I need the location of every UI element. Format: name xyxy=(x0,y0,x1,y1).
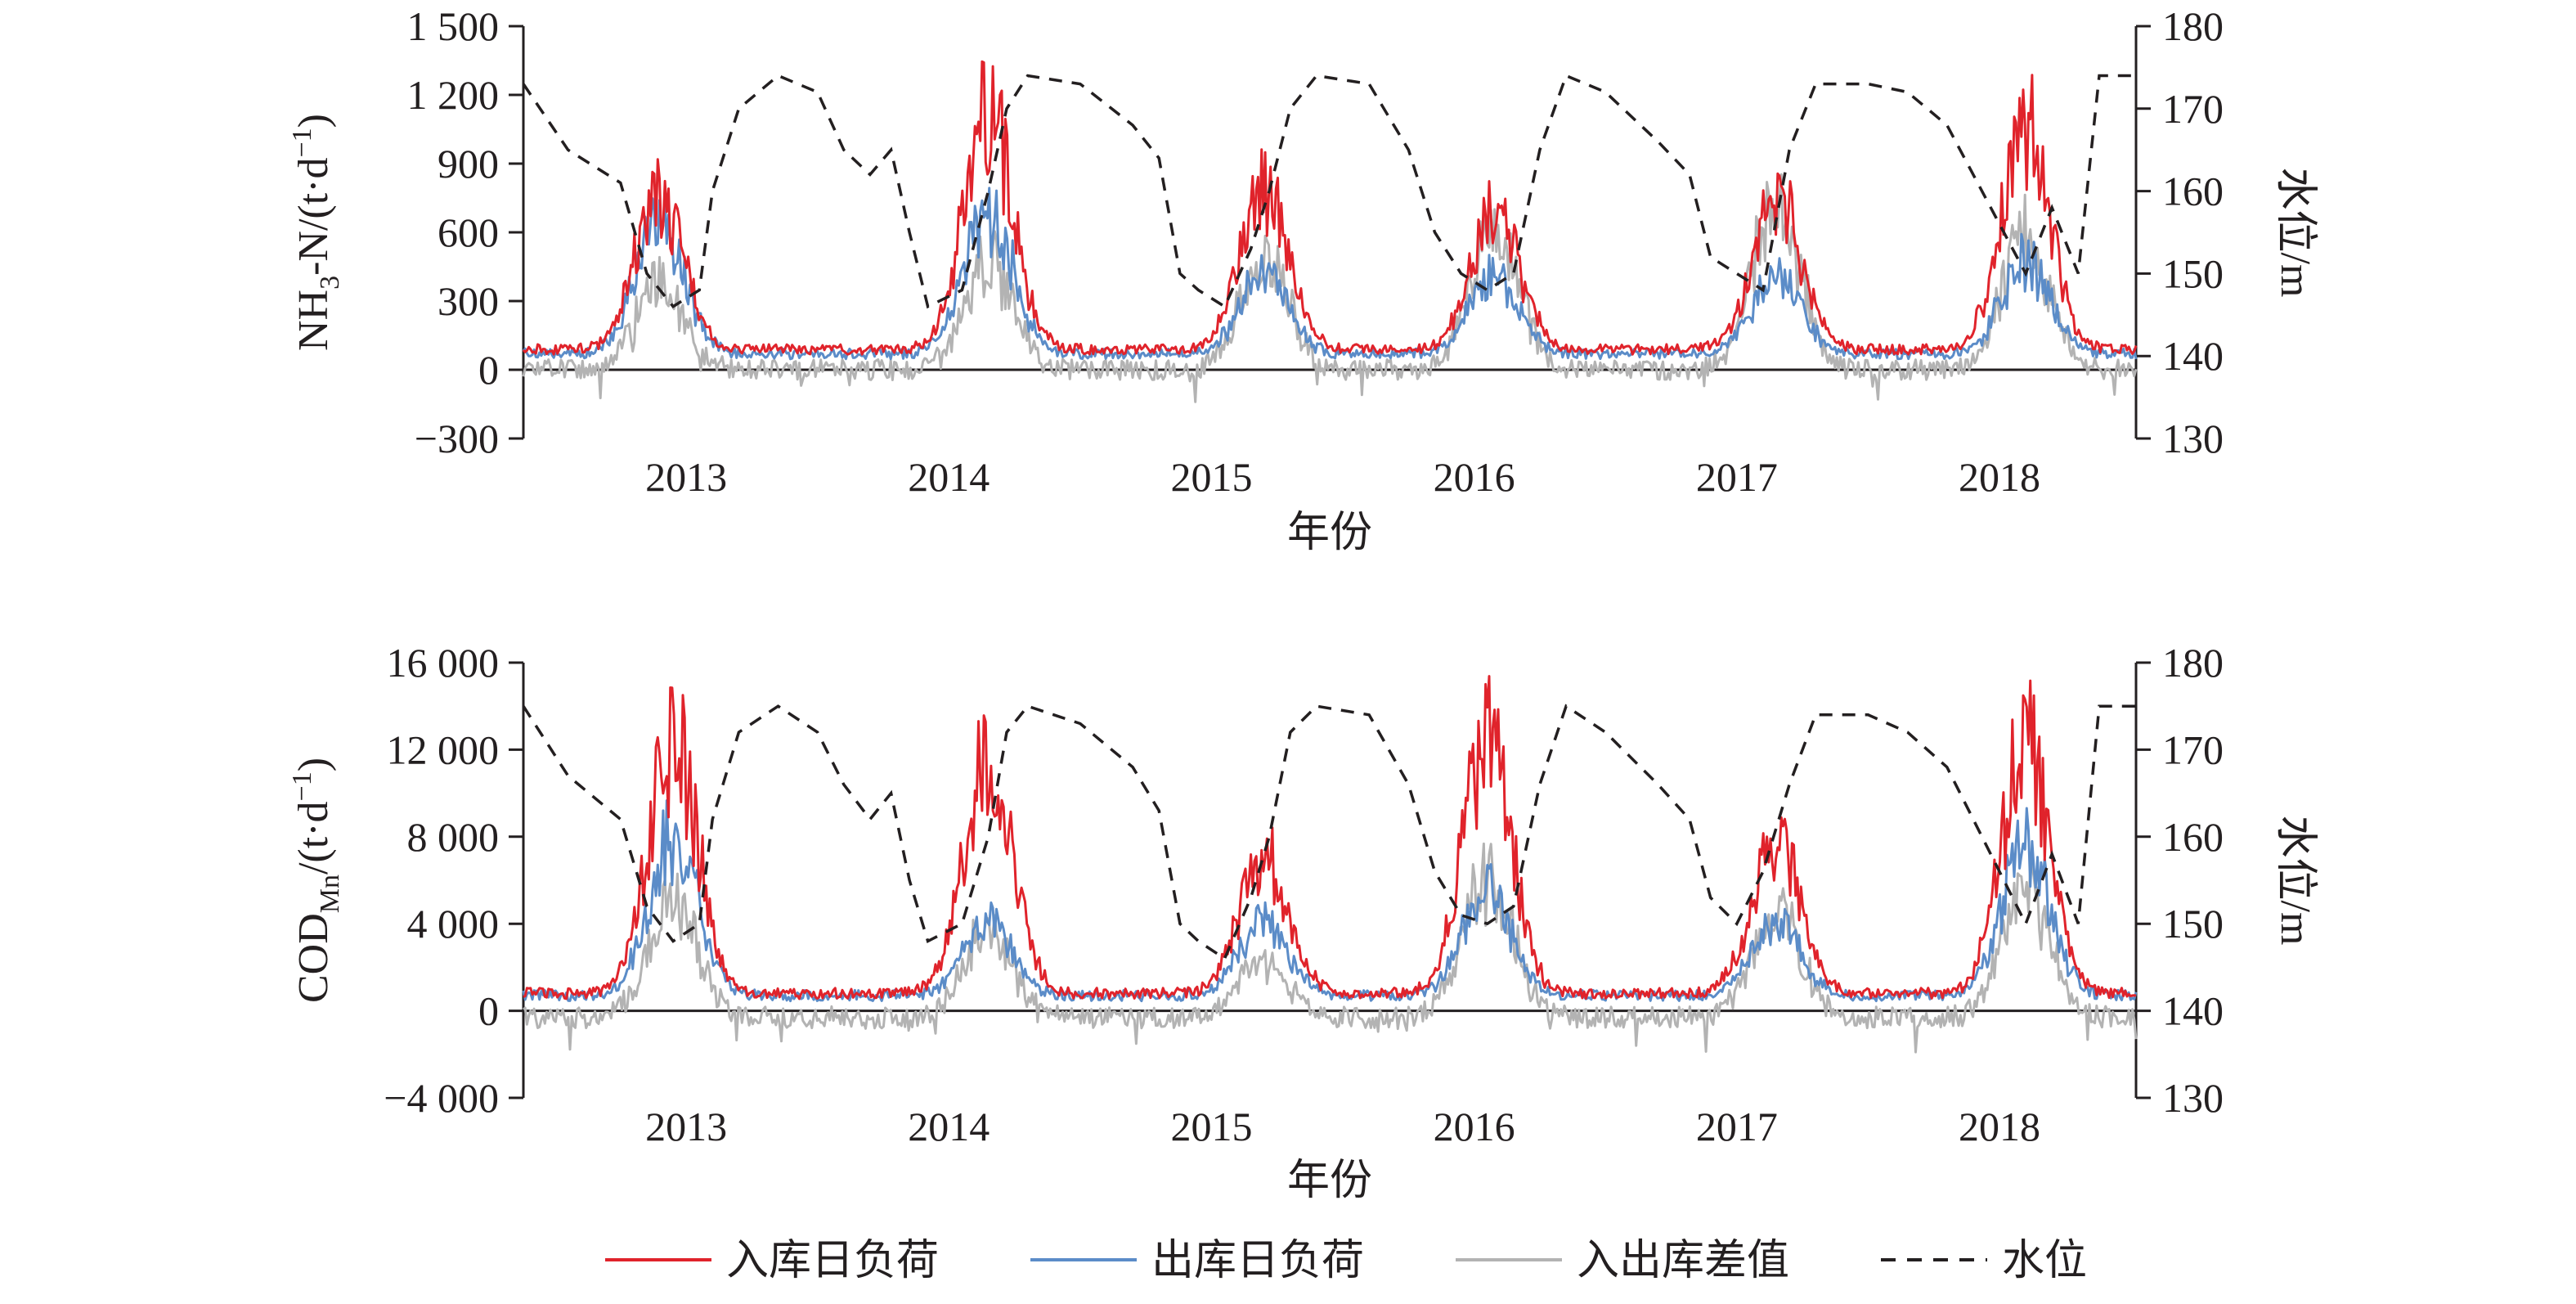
y2-tick-label: 140 xyxy=(2162,988,2224,1034)
series-outflow-line xyxy=(522,799,2138,1003)
y-tick-label: −4 000 xyxy=(384,1075,499,1121)
y-tick-label: 600 xyxy=(438,209,499,255)
x-tick-label: 2018 xyxy=(1959,454,2040,500)
y-tick-label: −300 xyxy=(415,416,499,461)
y-tick-label: 8 000 xyxy=(407,814,500,860)
y2-tick-label: 130 xyxy=(2162,1075,2224,1121)
x-tick-label: 2013 xyxy=(645,1104,727,1149)
y-axis-title: NH3-N/(t·d−1) xyxy=(287,114,345,351)
y2-tick-label: 130 xyxy=(2162,416,2224,461)
y2-tick-label: 170 xyxy=(2162,86,2224,132)
x-tick-label: 2018 xyxy=(1959,1104,2040,1149)
nh3n-panel: −300 0 300 600 900 1 200 1 500 130 140 150 160 170 1… xyxy=(287,3,2318,556)
y-tick-label: 4 000 xyxy=(407,901,500,947)
x-tick-label: 2015 xyxy=(1170,1104,1252,1149)
x-axis-title: 年份 xyxy=(1287,510,1372,556)
y2-axis-title: 水位/m xyxy=(2272,816,2318,946)
legend-label: 出库日负荷 xyxy=(1151,1238,1364,1284)
y2-tick-label: 180 xyxy=(2162,640,2224,686)
y-tick-label: 1 200 xyxy=(407,72,500,118)
y2-tick-label: 140 xyxy=(2162,333,2224,379)
series-inflow-line xyxy=(522,60,2138,356)
x-tick-label: 2014 xyxy=(908,454,990,500)
y-tick-label: 300 xyxy=(438,278,499,324)
y-tick-label: 0 xyxy=(478,988,499,1034)
series-difference-line xyxy=(523,842,2138,1054)
y2-tick-label: 150 xyxy=(2162,901,2224,947)
y2-tick-label: 170 xyxy=(2162,726,2224,772)
y2-axis-title: 水位/m xyxy=(2272,168,2318,298)
series-inflow-line xyxy=(523,675,2137,1000)
legend-label: 入库日负荷 xyxy=(726,1238,939,1284)
legend: 入库日负荷 出库日负荷 入出库差值 水位 xyxy=(605,1238,2087,1284)
series-difference-line xyxy=(522,173,2138,403)
x-tick-label: 2016 xyxy=(1434,1104,1515,1149)
codmn-panel: −4 000 0 4 000 8 000 12 000 16 000 130 140 150 16… xyxy=(287,640,2318,1204)
y2-tick-label: 180 xyxy=(2162,3,2224,49)
x-tick-label: 2014 xyxy=(908,1104,990,1149)
y2-tick-label: 160 xyxy=(2162,169,2224,214)
series-water-level-line xyxy=(522,704,2136,961)
y-tick-label: 16 000 xyxy=(387,640,500,686)
x-axis-title: 年份 xyxy=(1287,1158,1372,1204)
legend-label: 水位 xyxy=(2002,1238,2087,1284)
y-tick-label: 12 000 xyxy=(387,726,500,772)
y-tick-label: 1 500 xyxy=(407,3,500,49)
y-tick-label: 0 xyxy=(478,347,499,393)
x-tick-label: 2017 xyxy=(1696,454,1778,500)
y2-tick-label: 160 xyxy=(2162,814,2224,860)
series-water-level-line xyxy=(522,74,2136,309)
y2-tick-label: 150 xyxy=(2162,250,2224,296)
legend-label: 入出库差值 xyxy=(1577,1238,1789,1284)
y-tick-label: 900 xyxy=(438,141,499,187)
x-tick-label: 2016 xyxy=(1434,454,1515,500)
series-outflow-line xyxy=(522,187,2138,361)
x-tick-label: 2017 xyxy=(1696,1104,1778,1149)
x-tick-label: 2013 xyxy=(645,454,727,500)
y-axis-title: CODMn/(t·d−1) xyxy=(287,758,345,1003)
x-tick-label: 2015 xyxy=(1170,454,1252,500)
